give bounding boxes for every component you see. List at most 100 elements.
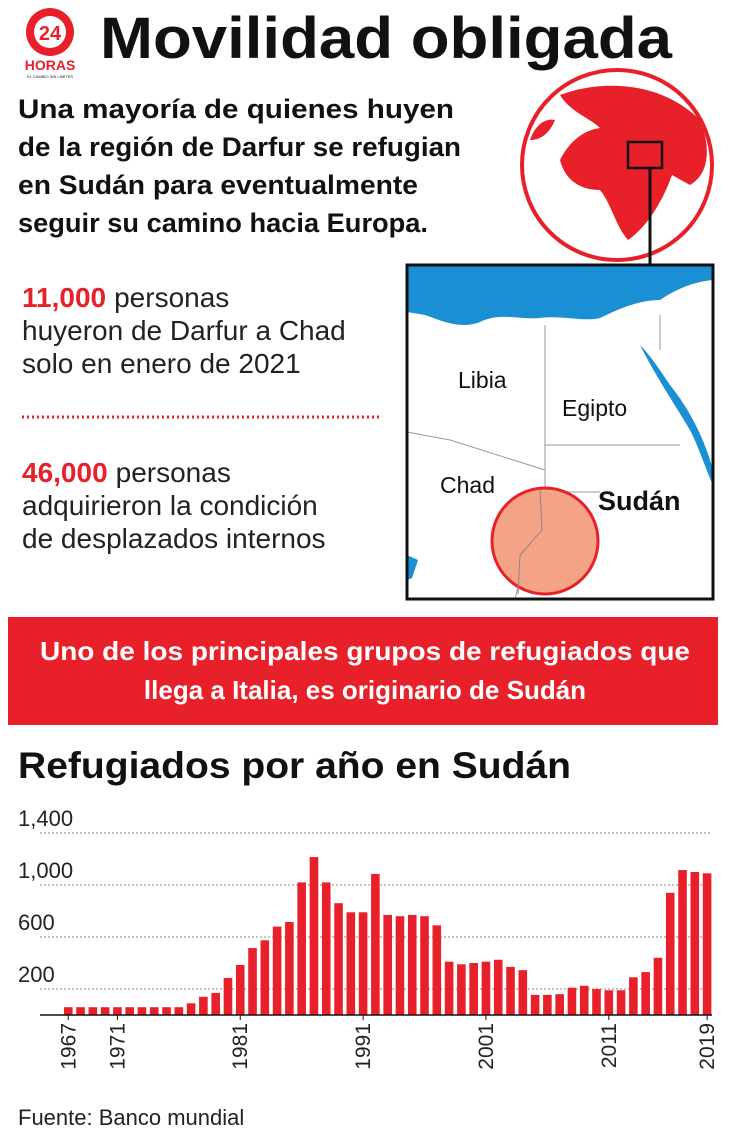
map: Libia Egipto Chad Sudán [405, 263, 715, 601]
bar [63, 1007, 73, 1015]
bar [530, 994, 540, 1015]
globe-land [530, 119, 555, 140]
bar [346, 912, 356, 1015]
map-frame [405, 263, 715, 601]
logo-number: 24 [39, 23, 62, 45]
title: Movilidad obligada [100, 6, 673, 71]
bar [248, 948, 257, 1015]
map-label: Sudán [598, 486, 681, 516]
stat-line: adquirieron la condición [22, 490, 318, 521]
bar [641, 972, 650, 1015]
stat-text: personas [116, 457, 231, 488]
bar [395, 916, 405, 1015]
logo-tagline: EL CAMBIO SIN LÍMITES [27, 74, 73, 79]
bar [88, 1007, 98, 1015]
y-tick-label: 1,000 [18, 858, 73, 883]
bar [162, 1007, 171, 1015]
bar [555, 994, 564, 1015]
globe-land [560, 85, 707, 240]
bar [297, 882, 306, 1015]
bar [334, 903, 343, 1015]
intro-line: seguir su camino hacia Europa. [18, 208, 428, 238]
bar [407, 914, 417, 1015]
bar [420, 916, 429, 1015]
bar [272, 926, 282, 1015]
stat-line: de desplazados internos [22, 523, 326, 554]
stat-text: personas [114, 282, 229, 313]
stat-line: 46,000 personas [22, 457, 231, 488]
sea [407, 265, 713, 325]
bar [260, 940, 270, 1015]
globe [520, 68, 714, 266]
bar [125, 1007, 134, 1015]
bar [616, 990, 626, 1015]
globe-focus [626, 140, 664, 170]
x-tick-label: 2001 [475, 1023, 498, 1070]
y-tick-label: 600 [18, 910, 55, 935]
bar [604, 990, 614, 1015]
bar [285, 922, 294, 1015]
bar [653, 957, 663, 1015]
bar [76, 1007, 85, 1015]
bar [223, 977, 233, 1015]
banner-line: Uno de los principales grupos de refugia… [40, 636, 690, 666]
banner [8, 617, 718, 725]
logo-inner [34, 16, 66, 48]
stat-line: huyeron de Darfur a Chad [22, 315, 346, 346]
bar [543, 994, 552, 1015]
bar [432, 925, 442, 1015]
intro-line: Una mayoría de quienes huyen [18, 94, 454, 124]
logo-text: HORAS [25, 57, 76, 73]
source: Fuente: Banco mundial [18, 1105, 244, 1130]
x-tick-label: 1971 [106, 1023, 129, 1070]
bar [481, 961, 491, 1015]
bar [678, 870, 687, 1015]
intro: Una mayoría de quienes huyen de la regió… [18, 94, 461, 238]
intro-line: de la región de Darfur se refugian [18, 132, 461, 162]
bar [358, 912, 368, 1015]
bar [100, 1007, 110, 1015]
bar [113, 1007, 122, 1015]
map-label: Libia [458, 367, 507, 393]
y-tick-label: 200 [18, 962, 55, 987]
bar [309, 857, 319, 1015]
map-label: Egipto [562, 395, 627, 421]
bar [211, 992, 220, 1015]
bar [629, 977, 638, 1015]
bar [493, 959, 503, 1015]
lake [407, 555, 418, 580]
bar [371, 873, 380, 1015]
bar [149, 1007, 159, 1015]
stat-line: solo en enero de 2021 [22, 348, 301, 379]
bar [592, 989, 601, 1015]
bar [579, 985, 589, 1015]
bar [665, 892, 675, 1015]
bar [457, 964, 466, 1015]
bar [321, 882, 331, 1015]
stat-number: 11,000 [22, 282, 106, 313]
banner-line: llega a Italia, es originario de Sudán [144, 675, 586, 705]
bar [174, 1007, 184, 1015]
bar [690, 872, 700, 1015]
stat-line: 11,000 personas [22, 282, 229, 313]
bar [235, 964, 245, 1015]
bar [137, 1007, 147, 1015]
bar [518, 970, 528, 1015]
intro-line: en Sudán para eventualmente [18, 170, 418, 200]
x-tick-label: 2019 [696, 1023, 719, 1070]
stat-number: 46,000 [22, 457, 108, 488]
bar [567, 987, 577, 1015]
bar [702, 873, 712, 1015]
bar [444, 961, 454, 1015]
bar [199, 996, 208, 1015]
darfur-highlight [490, 486, 600, 596]
x-tick-label: 1967 [57, 1023, 80, 1070]
x-tick-label: 2011 [598, 1023, 621, 1068]
y-tick-label: 1,400 [18, 806, 73, 831]
chart-title: Refugiados por año en Sudán [18, 745, 571, 786]
logo: 24 HORAS EL CAMBIO SIN LÍMITES [25, 8, 76, 79]
bar [186, 1003, 196, 1015]
border [517, 489, 543, 595]
x-tick-label: 1981 [229, 1023, 252, 1070]
